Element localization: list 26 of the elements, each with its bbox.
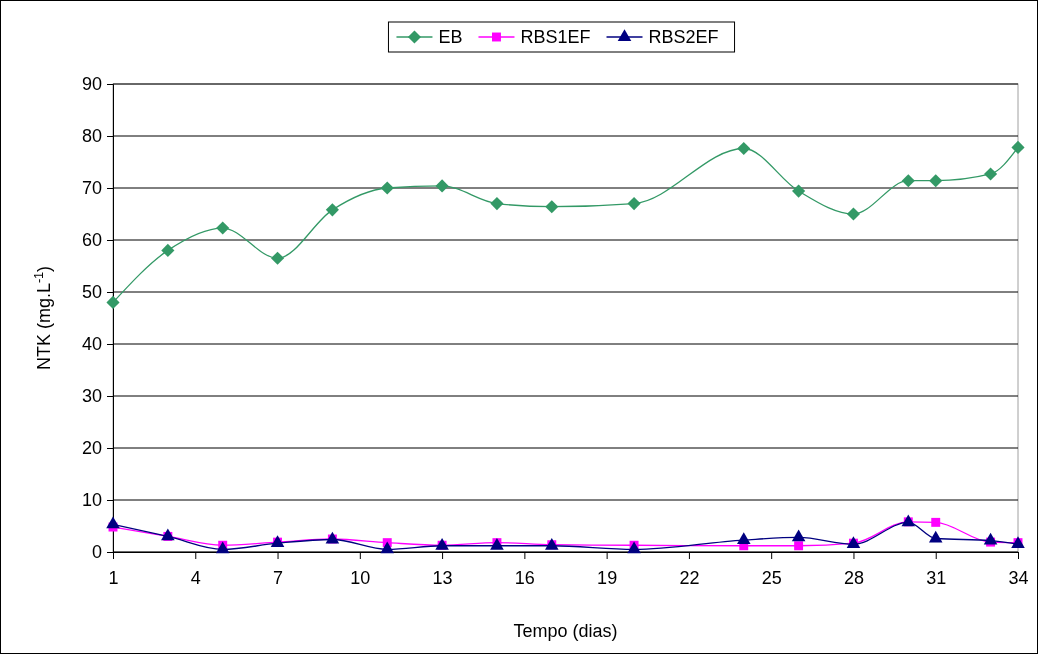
y-tick-label: 30: [81, 386, 102, 407]
y-tick-label: 80: [81, 126, 102, 147]
legend-label: EB: [438, 27, 463, 47]
x-tick-label: 10: [350, 567, 371, 588]
x-tick-label: 31: [926, 567, 947, 588]
x-tick-label: 1: [108, 567, 119, 588]
y-tick-label: 10: [81, 490, 102, 511]
y-tick-label: 0: [91, 542, 102, 563]
x-tick-label: 13: [432, 567, 453, 588]
x-tick-label: 34: [1008, 567, 1029, 588]
y-tick-label: 90: [81, 74, 102, 95]
y-tick-label: 40: [81, 334, 102, 355]
legend-label: RBS1EF: [520, 27, 591, 47]
x-tick-label: 19: [597, 567, 618, 588]
x-tick-label: 4: [190, 567, 201, 588]
x-tick-label: 25: [761, 567, 782, 588]
x-tick-label: 7: [273, 567, 284, 588]
y-tick-label: 60: [81, 230, 102, 251]
x-tick-label: 28: [843, 567, 864, 588]
y-tick-label: 70: [81, 178, 102, 199]
x-tick-label: 16: [514, 567, 535, 588]
x-tick-label: 22: [679, 567, 700, 588]
x-axis-title: Tempo (dias): [513, 621, 618, 641]
legend-label: RBS2EF: [648, 27, 719, 47]
y-tick-label: 20: [81, 438, 102, 459]
y-tick-label: 50: [81, 282, 102, 303]
